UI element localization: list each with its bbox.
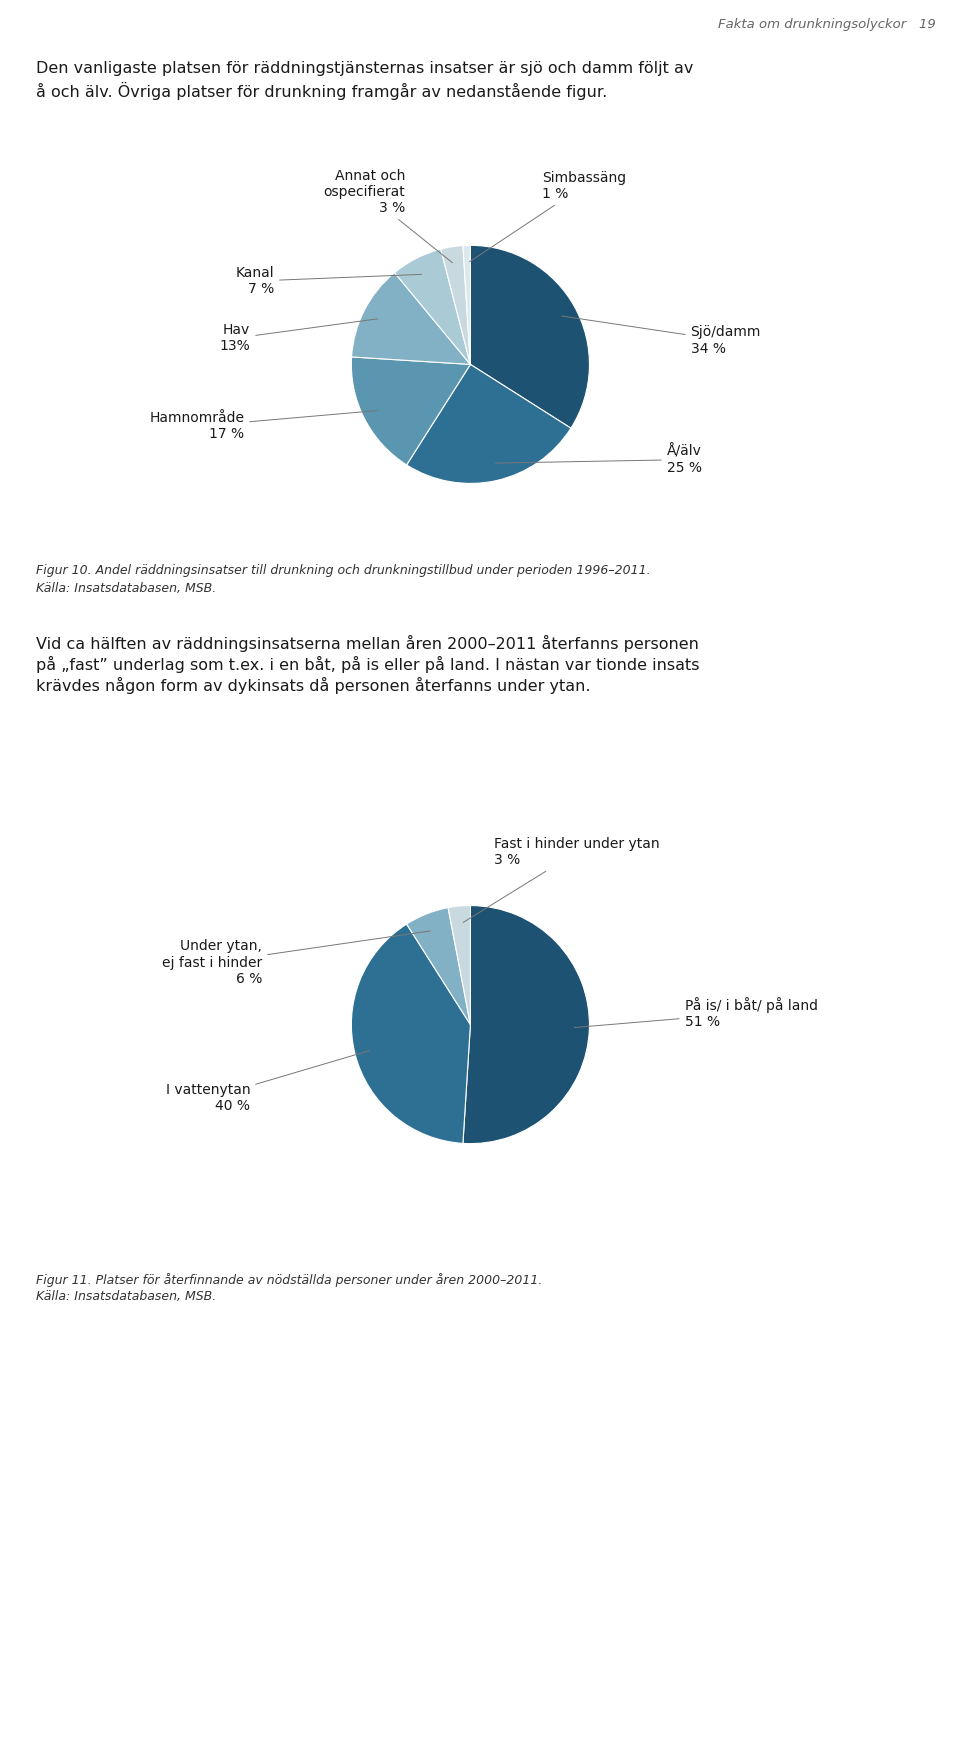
- Text: Fast i hinder under ytan
3 %: Fast i hinder under ytan 3 %: [464, 836, 660, 922]
- Text: Vid ca hälften av räddningsinsatserna mellan åren 2000–2011 återfanns personen: Vid ca hälften av räddningsinsatserna me…: [36, 635, 699, 652]
- Text: å och älv. Övriga platser för drunkning framgår av nedanstående figur.: å och älv. Övriga platser för drunkning …: [36, 82, 608, 100]
- Wedge shape: [448, 906, 470, 1024]
- Text: Fakta om drunkningsolyckor   19: Fakta om drunkningsolyckor 19: [718, 18, 936, 32]
- Text: Figur 11. Platser för återfinnande av nödställda personer under åren 2000–2011.: Figur 11. Platser för återfinnande av nö…: [36, 1273, 542, 1287]
- Text: Figur 10. Andel räddningsinsatser till drunkning och drunkningstillbud under per: Figur 10. Andel räddningsinsatser till d…: [36, 564, 651, 577]
- Text: Simbassäng
1 %: Simbassäng 1 %: [469, 170, 626, 261]
- Text: Källa: Insatsdatabasen, MSB.: Källa: Insatsdatabasen, MSB.: [36, 1290, 217, 1302]
- Wedge shape: [351, 273, 470, 365]
- Text: Sjö/damm
34 %: Sjö/damm 34 %: [562, 316, 761, 356]
- Text: På is/ i båt/ på land
51 %: På is/ i båt/ på land 51 %: [574, 997, 818, 1029]
- Wedge shape: [407, 908, 470, 1024]
- Wedge shape: [351, 924, 470, 1143]
- Wedge shape: [441, 245, 470, 365]
- Wedge shape: [470, 245, 589, 428]
- Wedge shape: [395, 249, 470, 365]
- Text: Hav
13%: Hav 13%: [220, 319, 377, 354]
- Text: Å/älv
25 %: Å/älv 25 %: [495, 444, 702, 475]
- Wedge shape: [463, 906, 589, 1143]
- Text: Källa: Insatsdatabasen, MSB.: Källa: Insatsdatabasen, MSB.: [36, 582, 217, 594]
- Text: Kanal
7 %: Kanal 7 %: [235, 266, 421, 296]
- Text: Under ytan,
ej fast i hinder
6 %: Under ytan, ej fast i hinder 6 %: [162, 931, 430, 985]
- Wedge shape: [463, 245, 470, 365]
- Text: på „fast” underlag som t.ex. i en båt, på is eller på land. I nästan var tionde : på „fast” underlag som t.ex. i en båt, p…: [36, 656, 700, 673]
- Wedge shape: [407, 365, 571, 484]
- Text: I vattenytan
40 %: I vattenytan 40 %: [165, 1050, 370, 1113]
- Wedge shape: [351, 358, 470, 465]
- Text: Den vanligaste platsen för räddningstjänsternas insatser är sjö och damm följt a: Den vanligaste platsen för räddningstjän…: [36, 61, 694, 77]
- Text: krävdes någon form av dykinsats då personen återfanns under ytan.: krävdes någon form av dykinsats då perso…: [36, 677, 591, 694]
- Text: Annat och
ospecifierat
3 %: Annat och ospecifierat 3 %: [324, 168, 452, 263]
- Text: Hamnområde
17 %: Hamnområde 17 %: [149, 410, 377, 442]
